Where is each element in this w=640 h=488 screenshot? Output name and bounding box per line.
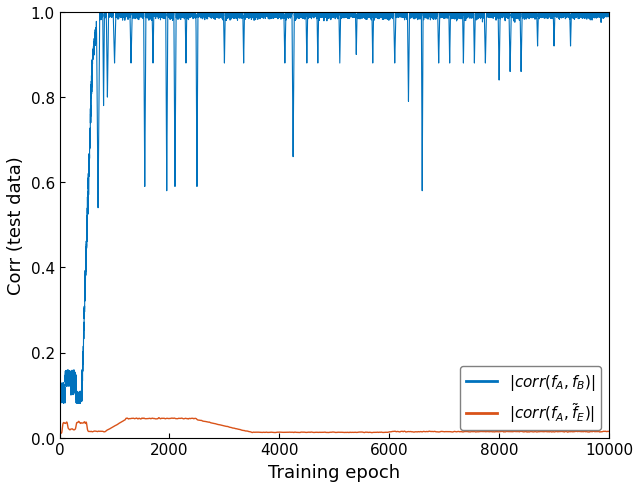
Legend: $|corr(f_A, f_B)|$, $|corr(f_A, \tilde{f}_E)|$: $|corr(f_A, f_B)|$, $|corr(f_A, \tilde{f…: [460, 366, 602, 430]
X-axis label: Training epoch: Training epoch: [268, 463, 401, 481]
Y-axis label: Corr (test data): Corr (test data): [7, 156, 25, 295]
